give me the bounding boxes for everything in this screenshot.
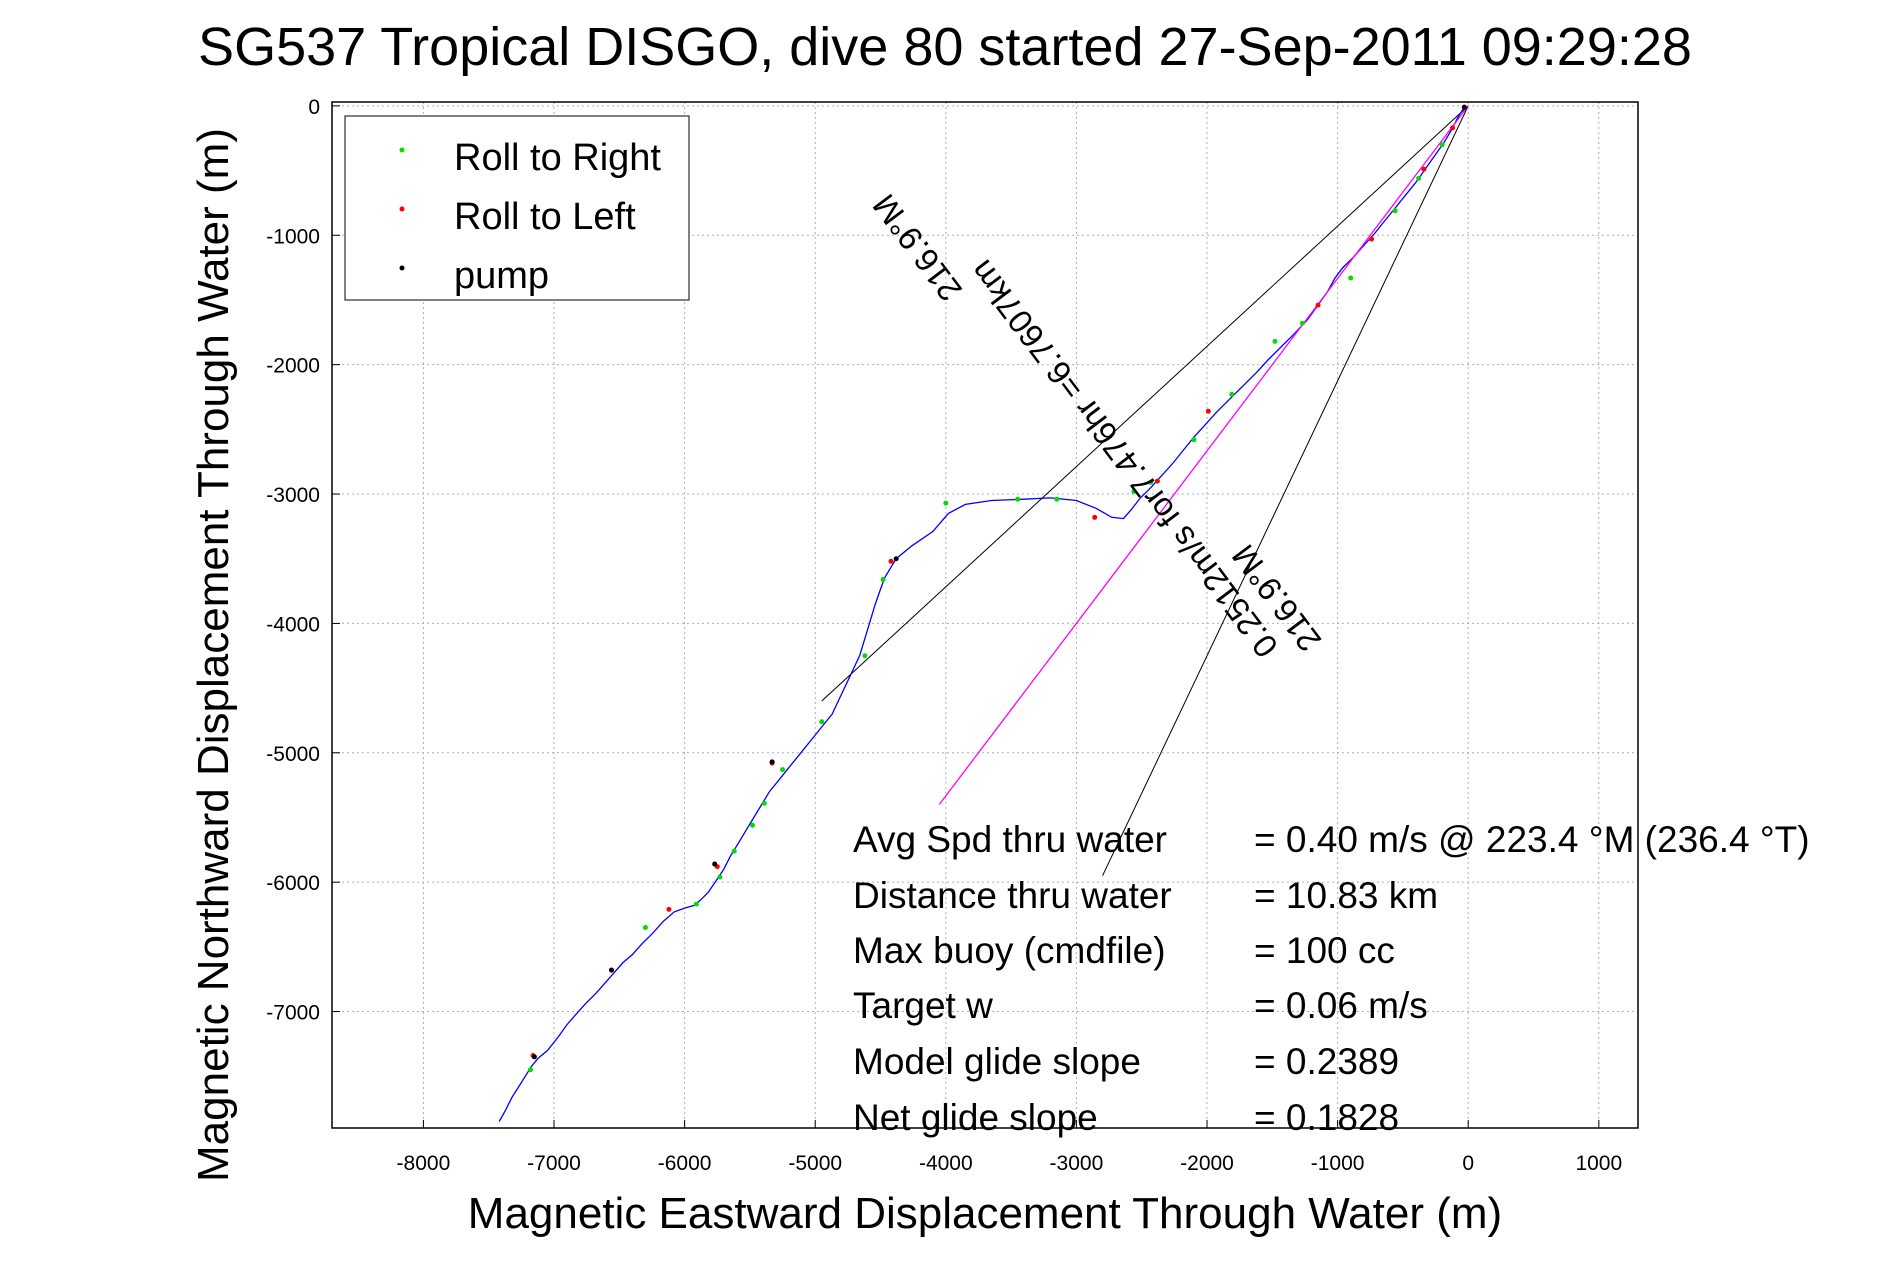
y-tick-label: -2000 [266,355,320,378]
roll-to-right-marker [1416,175,1422,181]
roll-to-right-marker [1299,320,1305,326]
stat-value-avg-speed: = 0.40 m/s @ 223.4 °M (236.4 °T) [1254,819,1810,860]
roll-to-right-marker [731,848,737,854]
stat-label-model-glide: Model glide slope [853,1041,1141,1082]
y-tick-label: -4000 [266,613,320,636]
roll-to-left-marker [888,558,894,564]
legend: Roll to Right Roll to Left pump [344,115,690,301]
roll-to-right-marker [1229,391,1235,397]
legend-label-roll-to-right: Roll to Right [454,137,661,179]
grid-lines [332,102,1638,1128]
stats-block: Avg Spd thru water = 0.40 m/s @ 223.4 °M… [853,819,1810,1138]
roll-to-right-marker [693,901,699,907]
x-tick-label: -5000 [788,1152,842,1175]
stat-label-max-buoy: Max buoy (cmdfile) [853,930,1166,971]
roll-to-left-marker [1205,408,1211,414]
y-tick-label: -6000 [266,872,320,895]
cone-edge-line [1102,105,1469,876]
roll-to-right-marker [750,822,756,828]
roll-to-left-marker [1315,302,1321,308]
annotation-line-top: 216.9°M [865,187,969,308]
roll-to-left-marker [1450,125,1456,131]
roll-to-right-marker [1015,496,1021,502]
roll-to-left-marker [666,906,672,912]
roll-to-right-marker [528,1067,534,1073]
roll-to-right-marker [1191,437,1197,443]
stat-label-net-glide: Net glide slope [853,1097,1098,1138]
annotation-text: 216.9°M 0.2512m/s for7.476hr =6.7607km 2… [865,187,1328,664]
pump-marker [531,1054,537,1060]
legend-marker-roll-to-right [399,147,405,153]
cone-edge-line [821,105,1469,702]
x-tick-label: 0 [1462,1152,1474,1175]
roll-to-right-marker [819,719,825,725]
plot-layer [498,104,1469,1122]
roll-to-right-marker [1439,142,1445,148]
roll-to-right-marker [761,800,767,806]
tick-labels: -8000 -7000 -6000 -5000 -4000 -3000 -2000 -1000… [266,96,1622,1175]
stat-label-avg-speed: Avg Spd thru water [853,819,1167,860]
legend-label-roll-to-left: Roll to Left [454,196,636,238]
stat-value-net-glide: = 0.1828 [1254,1097,1399,1138]
legend-label-pump: pump [454,255,549,297]
roll-to-right-marker [1392,208,1398,214]
x-tick-label: -8000 [397,1152,451,1175]
roll-to-right-marker [1131,488,1137,494]
stat-label-target-w: Target w [853,985,993,1026]
x-tick-label: -2000 [1180,1152,1234,1175]
pump-marker [1461,104,1467,110]
stat-value-target-w: = 0.06 m/s [1254,985,1428,1026]
average-velocity-line [938,105,1469,805]
roll-to-left-marker [1092,514,1098,520]
y-tick-label: -7000 [266,1002,320,1025]
legend-marker-pump [399,265,405,271]
pump-marker [712,861,718,867]
x-tick-label: -6000 [658,1152,712,1175]
legend-marker-roll-to-left [399,206,405,212]
stat-label-distance: Distance thru water [853,875,1172,916]
x-tick-label: -1000 [1311,1152,1365,1175]
roll-to-right-marker [1348,275,1354,281]
stat-value-max-buoy: = 100 cc [1254,930,1395,971]
y-tick-label: 0 [308,96,320,119]
stat-value-model-glide: = 0.2389 [1254,1041,1399,1082]
roll-to-left-marker [1421,166,1427,172]
annotation-line-main: 0.2512m/s for7.476hr =6.7607km [962,253,1285,664]
roll-to-right-marker [1272,338,1278,344]
roll-to-right-marker [880,576,886,582]
x-tick-label: -4000 [919,1152,973,1175]
y-tick-label: -5000 [266,743,320,766]
roll-to-left-marker [1154,478,1160,484]
roll-to-right-marker [862,653,868,659]
stat-value-distance: = 10.83 km [1254,875,1438,916]
x-tick-label: -7000 [527,1152,581,1175]
chart-title: SG537 Tropical DISGO, dive 80 started 27… [198,17,1692,77]
roll-to-right-marker [642,924,648,930]
x-tick-label: 1000 [1575,1152,1622,1175]
pump-marker [893,556,899,562]
roll-to-right-marker [717,874,723,880]
plot-area-frame [331,101,1639,1129]
pump-marker [608,967,614,973]
x-tick-label: -3000 [1050,1152,1104,1175]
y-axis-label: Magnetic Northward Displacement Through … [189,128,238,1182]
x-axis-label: Magnetic Eastward Displacement Through W… [468,1189,1502,1238]
roll-to-left-marker [1369,236,1375,242]
roll-to-right-marker [780,767,786,773]
roll-to-right-marker [943,500,949,506]
roll-to-right-marker [1148,479,1154,485]
y-tick-label: -1000 [266,225,320,248]
pump-marker [769,759,775,765]
roll-to-right-marker [1054,496,1060,502]
y-tick-label: -3000 [266,484,320,507]
